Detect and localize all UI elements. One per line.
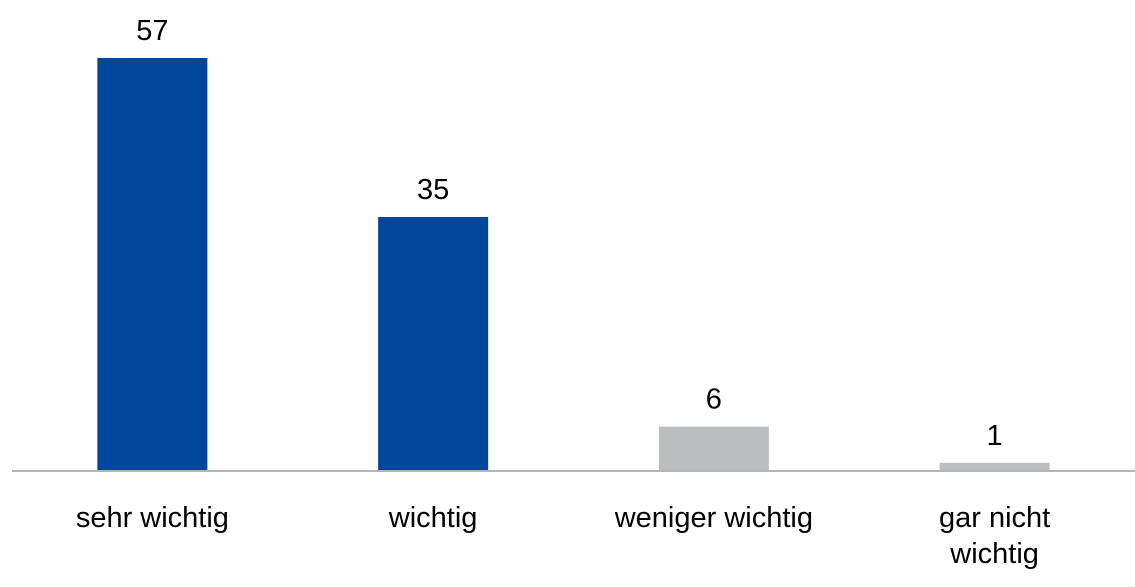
- x-tick-label: weniger wichtig: [614, 502, 813, 534]
- bar: [378, 217, 489, 470]
- value-label: 1: [987, 420, 1003, 452]
- value-label: 57: [136, 15, 168, 47]
- value-label: 35: [417, 174, 449, 206]
- x-tick-label: wichtig: [388, 502, 478, 534]
- value-label: 6: [706, 384, 722, 416]
- bar: [658, 426, 769, 470]
- bar: [97, 58, 208, 470]
- bar: [939, 462, 1050, 470]
- x-tick-label: gar nicht wichtig: [939, 502, 1051, 570]
- x-tick-label: sehr wichtig: [75, 502, 229, 534]
